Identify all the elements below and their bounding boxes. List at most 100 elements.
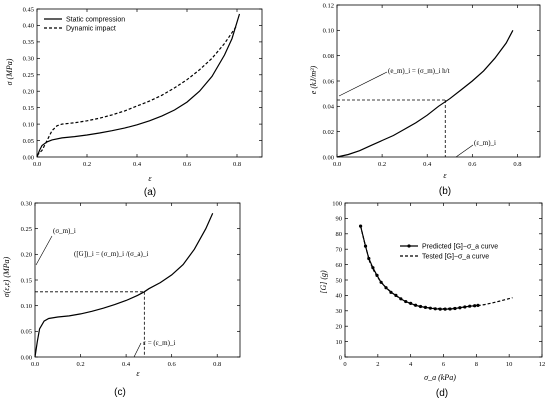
panel-c-sigma-leader <box>35 235 53 266</box>
panel-c-xtick-label: 0.4 <box>122 361 131 368</box>
panel-b-frame <box>336 4 541 158</box>
panel-a-xlabel: ε <box>148 174 152 183</box>
panel-a-xtick-label: 0.4 <box>133 161 142 168</box>
panel-a-plot: 0.0 0.2 0.4 0.6 0.8 0.00 0.05 0.10 0.15 0.20 0.25 0… <box>23 6 263 168</box>
panel-d-plot: 0 2 4 6 8 10 12 0 10 20 30 40 50 60 70 80 90 100 Predicted… <box>332 200 545 368</box>
panel-d: 0 2 4 6 8 10 12 0 10 20 30 40 50 60 70 80 90 100 Predicted… <box>319 200 545 399</box>
panel-d-ytick-label: 10 <box>336 339 343 346</box>
panel-a-xtick-label: 0.8 <box>233 161 241 168</box>
panel-d-ytick-label: 40 <box>336 293 343 300</box>
panel-a-ytick-label: 0.00 <box>23 154 34 161</box>
panel-b-xtick-label: 0.2 <box>378 161 386 168</box>
panel-d-legend-marker <box>407 244 411 248</box>
panel-b-strain-leader <box>455 144 474 158</box>
panel-a-legend-label: Static compression <box>66 16 125 23</box>
panel-d-series-1-line <box>360 225 513 310</box>
panel-c-series-0-line <box>34 213 214 358</box>
panel-b-series-0-line <box>336 30 514 158</box>
panel-d-ylabel: [G] (g) <box>319 270 328 294</box>
panel-d-ytick-label: 90 <box>336 216 343 223</box>
panel-d-label: (d) <box>436 388 448 399</box>
panel-d-xtick-label: 4 <box>409 361 413 368</box>
panel-a-frame <box>36 8 263 158</box>
panel-c-plot: 0.0 0.2 0.4 0.6 0.8 0.00 0.05 0.10 0.15 0.20 0.25 0… <box>21 200 241 368</box>
panel-a-legend-label: Dynamic impact <box>66 25 116 32</box>
panel-b-ytick-label: 0.12 <box>323 2 334 9</box>
panel-d-ytick-label: 80 <box>336 231 343 238</box>
panel-b-xlabel: ε <box>443 171 447 180</box>
panel-a-ytick-label: 0.25 <box>23 72 34 79</box>
panel-b-ytick-label: 0.02 <box>323 129 334 136</box>
panel-a-ytick-label: 0.05 <box>23 138 34 145</box>
panel-d-ytick-label: 0 <box>339 354 342 361</box>
panel-d-xtick-label: 6 <box>442 361 446 368</box>
panel-c-xlabel: ε <box>136 369 140 378</box>
panel-b-ytick-label: 0.10 <box>323 28 334 35</box>
panel-c-strain-annotation: ε = (ε_m)_i <box>143 339 175 347</box>
panel-c: 0.0 0.2 0.4 0.6 0.8 0.00 0.05 0.10 0.15 0.20 0.25 0… <box>2 200 241 398</box>
panel-c-xtick-label: 0.2 <box>76 361 84 368</box>
panel-b-xtick-label: 0.4 <box>423 161 432 168</box>
panel-c-label: (c) <box>114 387 126 398</box>
panel-a-label: (a) <box>144 187 156 198</box>
panel-b-ytick-label: 0.00 <box>323 154 334 161</box>
panel-d-ytick-label: 20 <box>336 324 343 331</box>
panel-d-ytick-label: 60 <box>336 262 343 269</box>
panel-b-label: (b) <box>439 186 451 197</box>
panel-a-ytick-label: 0.20 <box>23 89 34 96</box>
panel-d-series-0-line <box>360 225 479 310</box>
panel-a-ytick-label: 0.45 <box>23 6 34 13</box>
panel-a-xtick-label: 0.2 <box>83 161 91 168</box>
panel-a-ytick-label: 0.35 <box>23 39 34 46</box>
panel-c-sigma-annotation: (σ_m)_i <box>53 227 76 235</box>
panel-c-ytick-label: 0.20 <box>21 252 32 259</box>
panel-d-xtick-label: 0 <box>343 361 346 368</box>
panel-d-xlabel: σ_a (kPa) <box>424 373 456 382</box>
panel-a-ytick-label: 0.40 <box>23 23 34 30</box>
panel-d-legend-label: Tested [G]−σ_a curve <box>422 253 489 260</box>
panel-d-legend-label: Predicted [G]−σ_a curve <box>422 243 498 250</box>
panel-b-ytick-label: 0.06 <box>323 78 335 85</box>
panel-b-ytick-label: 0.08 <box>323 53 334 60</box>
panel-a-xtick-label: 0.6 <box>183 161 192 168</box>
panel-a-ytick-label: 0.15 <box>23 105 34 112</box>
panel-d-xtick-label: 2 <box>376 361 379 368</box>
panel-b-xtick-label: 0.8 <box>513 161 521 168</box>
panel-a-xtick-label: 0.0 <box>33 161 41 168</box>
panel-a-series-0-line <box>36 13 241 158</box>
panel-b-energy-leader <box>338 71 388 97</box>
panel-a-ytick-label: 0.30 <box>23 56 34 63</box>
panel-c-xtick-label: 0.0 <box>31 361 39 368</box>
panel-c-ytick-label: 0.05 <box>21 329 32 336</box>
panel-c-ytick-label: 0.00 <box>21 354 32 361</box>
panel-c-g-annotation: ([G])_i = (σ_m)_i /(σ_a)_i <box>74 250 148 258</box>
panel-d-ytick-label: 100 <box>332 200 342 207</box>
panel-c-ytick-label: 0.30 <box>21 200 32 207</box>
panel-d-xtick-label: 10 <box>506 361 513 368</box>
panel-d-xtick-label: 8 <box>475 361 478 368</box>
panel-a-series-1-line <box>36 25 238 156</box>
panel-c-strain-leader <box>133 342 142 358</box>
panel-b-ytick-label: 0.04 <box>323 104 335 111</box>
panel-b-strain-annotation: (ε_m)_i <box>474 139 496 147</box>
panel-d-frame <box>344 202 543 358</box>
panel-c-xtick-label: 0.8 <box>213 361 221 368</box>
panel-b-xtick-label: 0.0 <box>333 161 341 168</box>
panel-c-ylabel: σ(ε,ε̇) (MPa) <box>2 256 11 297</box>
panel-c-ytick-label: 0.15 <box>21 277 32 284</box>
panel-d-xtick-label: 12 <box>539 361 546 368</box>
panel-c-ytick-label: 0.25 <box>21 226 32 233</box>
panel-c-xtick-label: 0.6 <box>168 361 177 368</box>
panel-b: 0.0 0.2 0.4 0.6 0.8 0.00 0.02 0.04 0.06 0.08 0.10 0… <box>309 2 541 197</box>
panel-d-ytick-label: 50 <box>336 277 343 284</box>
panel-a-ylabel: σ (MPa) <box>5 58 14 85</box>
panel-a: 0.0 0.2 0.4 0.6 0.8 0.00 0.05 0.10 0.15 0.20 0.25 0… <box>5 6 263 198</box>
panel-c-ytick-label: 0.10 <box>21 303 32 310</box>
panel-b-xtick-label: 0.6 <box>468 161 477 168</box>
panel-d-ytick-label: 30 <box>336 308 343 315</box>
panel-a-ytick-label: 0.10 <box>23 121 34 128</box>
panel-b-plot: 0.0 0.2 0.4 0.6 0.8 0.00 0.02 0.04 0.06 0.08 0.10 0… <box>323 2 541 168</box>
panel-b-ylabel: e (kJ/m³) <box>309 65 318 94</box>
panel-d-ytick-label: 70 <box>336 247 343 254</box>
